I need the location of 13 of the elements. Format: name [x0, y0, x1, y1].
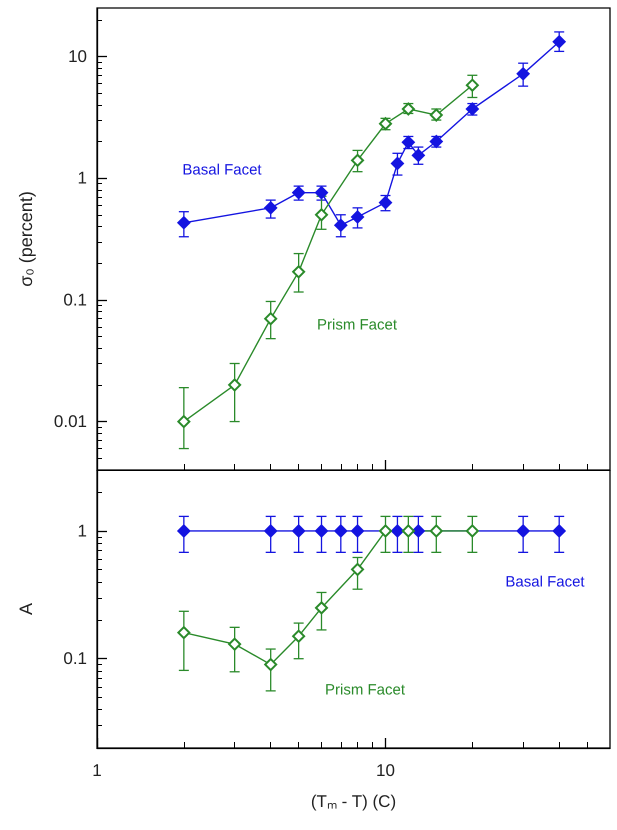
- text: Prism Facet: [324, 682, 406, 698]
- text: Prism Facet: [316, 316, 398, 334]
- y-tick-label: 1: [78, 168, 87, 188]
- y-tick-label: 10: [68, 46, 87, 66]
- series-label: Basal Facet: [182, 162, 262, 178]
- text: Basal Facet: [505, 574, 586, 590]
- y-tick-label: 0.01: [54, 412, 87, 432]
- x-axis-title: (Tₘ - T) (C): [310, 792, 396, 811]
- y-tick-label: 0.1: [63, 649, 87, 668]
- y-tick-label: 1: [78, 521, 87, 540]
- y-axis-title: σ₀ (percent): [16, 191, 36, 287]
- y-axis-title: A: [16, 602, 36, 616]
- y-tick-label: 0.1: [63, 290, 87, 310]
